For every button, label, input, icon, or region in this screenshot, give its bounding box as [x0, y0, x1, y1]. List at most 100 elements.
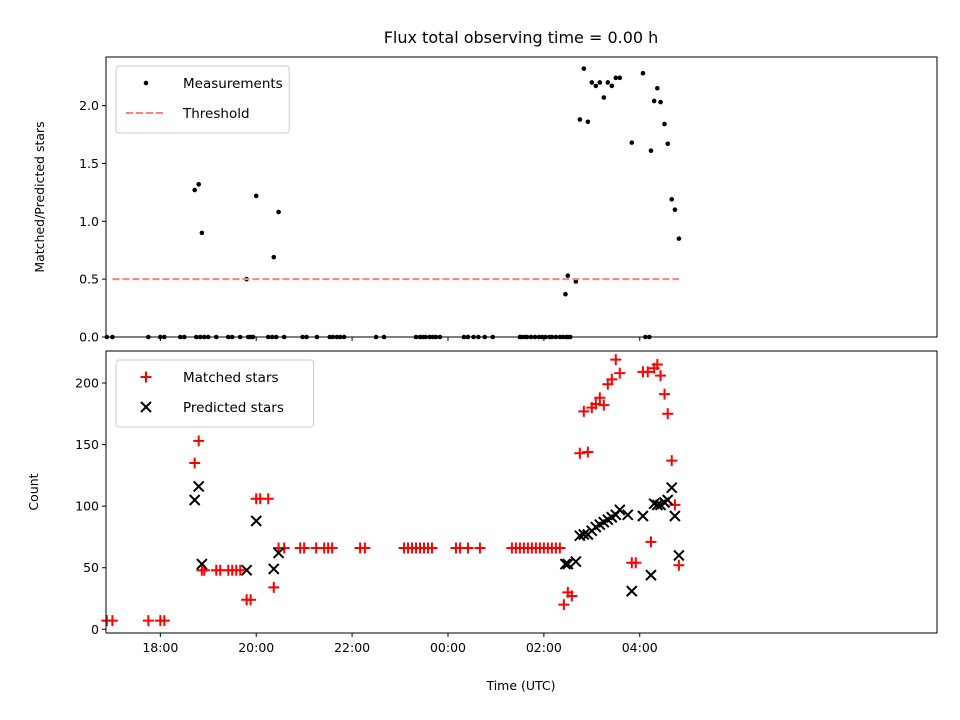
- data-point: [245, 594, 257, 606]
- data-point: [665, 141, 671, 147]
- data-point: [669, 197, 675, 202]
- data-point: [199, 230, 205, 236]
- y-tick-label: 100: [75, 499, 99, 514]
- data-point: [610, 354, 622, 366]
- data-point: [605, 80, 611, 85]
- data-point: [578, 405, 590, 417]
- data-point: [651, 359, 663, 371]
- data-point: [192, 480, 205, 493]
- data-point: [196, 558, 208, 570]
- data-point: [666, 481, 678, 494]
- data-point: [250, 515, 262, 527]
- y-tick-label: 150: [75, 437, 99, 452]
- bottom-panel: 18:00 20:00 22:00 00:00 02:00 04:00 0 50 100 150 2…: [26, 350, 938, 655]
- data-point: [613, 75, 619, 81]
- data-point: [268, 563, 280, 575]
- y-tick-label: 1.5: [79, 156, 99, 171]
- data-point: [585, 119, 591, 125]
- data-point: [554, 542, 566, 554]
- legend-label: Predicted stars: [183, 400, 284, 416]
- data-point: [648, 148, 654, 154]
- y-tick-label: 0.0: [79, 330, 99, 345]
- data-point: [590, 398, 602, 410]
- data-point: [158, 615, 170, 627]
- data-point: [578, 528, 590, 541]
- data-point: [577, 117, 583, 122]
- data-point: [558, 599, 570, 611]
- legend-swatch: [140, 371, 152, 383]
- data-point: [626, 585, 638, 597]
- data-point: [563, 291, 568, 297]
- x-tick-label: 20:00: [238, 640, 274, 655]
- data-point: [662, 494, 674, 506]
- plot-frame: [105, 56, 938, 338]
- data-point: [622, 509, 634, 521]
- data-point: [298, 542, 310, 554]
- data-point: [645, 536, 657, 548]
- y-tick-label: 50: [83, 560, 99, 575]
- data-point: [326, 542, 338, 554]
- x-tick-label: 02:00: [526, 640, 562, 655]
- data-point: [655, 370, 667, 382]
- legend-label: Threshold: [182, 106, 250, 122]
- y-tick-label: 200: [75, 376, 99, 391]
- data-point: [651, 98, 657, 104]
- plot-frame: [105, 350, 938, 634]
- legend: Matched stars Predicted stars: [115, 359, 314, 428]
- x-axis-label: Time (UTC): [485, 678, 555, 693]
- data-point: [262, 493, 274, 505]
- data-point: [582, 446, 594, 458]
- y-tick-label: 0: [91, 622, 99, 637]
- data-point: [188, 494, 201, 506]
- data-point: [566, 590, 578, 602]
- data-point: [640, 70, 646, 76]
- legend-box: [115, 359, 314, 428]
- data-point: [268, 581, 280, 593]
- data-point: [593, 83, 599, 89]
- data-point: [196, 181, 201, 187]
- data-point: [106, 615, 118, 627]
- series-measurements: [104, 66, 682, 340]
- data-point: [426, 542, 438, 554]
- data-point: [659, 388, 671, 400]
- data-point: [589, 80, 595, 85]
- data-point: [192, 187, 197, 193]
- data-point: [614, 504, 626, 516]
- data-point: [570, 555, 582, 568]
- data-point: [606, 373, 618, 385]
- data-point: [614, 367, 626, 379]
- data-point: [581, 66, 587, 71]
- legend-box: [115, 65, 290, 134]
- data-point: [666, 455, 678, 467]
- data-point: [565, 273, 571, 278]
- data-point: [193, 435, 205, 447]
- data-point: [651, 499, 664, 511]
- data-point: [234, 564, 246, 576]
- x-tick-label: 04:00: [622, 640, 658, 655]
- x-tick-label: 00:00: [430, 640, 466, 655]
- data-point: [271, 254, 277, 260]
- legend-swatch: [140, 401, 152, 413]
- data-point: [573, 279, 579, 284]
- data-point: [630, 557, 642, 569]
- y-tick-label: 0.5: [79, 272, 99, 287]
- top-panel: 0.0 0.5 1.0 1.5 2.0 Matched/Predicted stars Me…: [32, 56, 938, 345]
- data-point: [597, 80, 603, 85]
- data-point: [637, 510, 649, 522]
- data-point: [662, 121, 667, 127]
- data-point: [272, 547, 285, 559]
- y-tick-label: 1.0: [79, 214, 99, 229]
- series-matched-stars: [101, 354, 685, 627]
- data-point: [574, 447, 586, 459]
- data-point: [601, 95, 607, 100]
- y-axis-label: Matched/Predicted stars: [32, 121, 47, 272]
- data-point: [359, 542, 371, 554]
- data-point: [594, 392, 606, 404]
- data-point: [598, 399, 610, 411]
- x-tick-label: 18:00: [142, 640, 178, 655]
- data-point: [189, 457, 201, 469]
- data-point: [474, 542, 486, 554]
- data-point: [276, 209, 281, 215]
- chart-title: Flux total observing time = 0.00 h: [384, 28, 659, 47]
- data-point: [662, 408, 674, 420]
